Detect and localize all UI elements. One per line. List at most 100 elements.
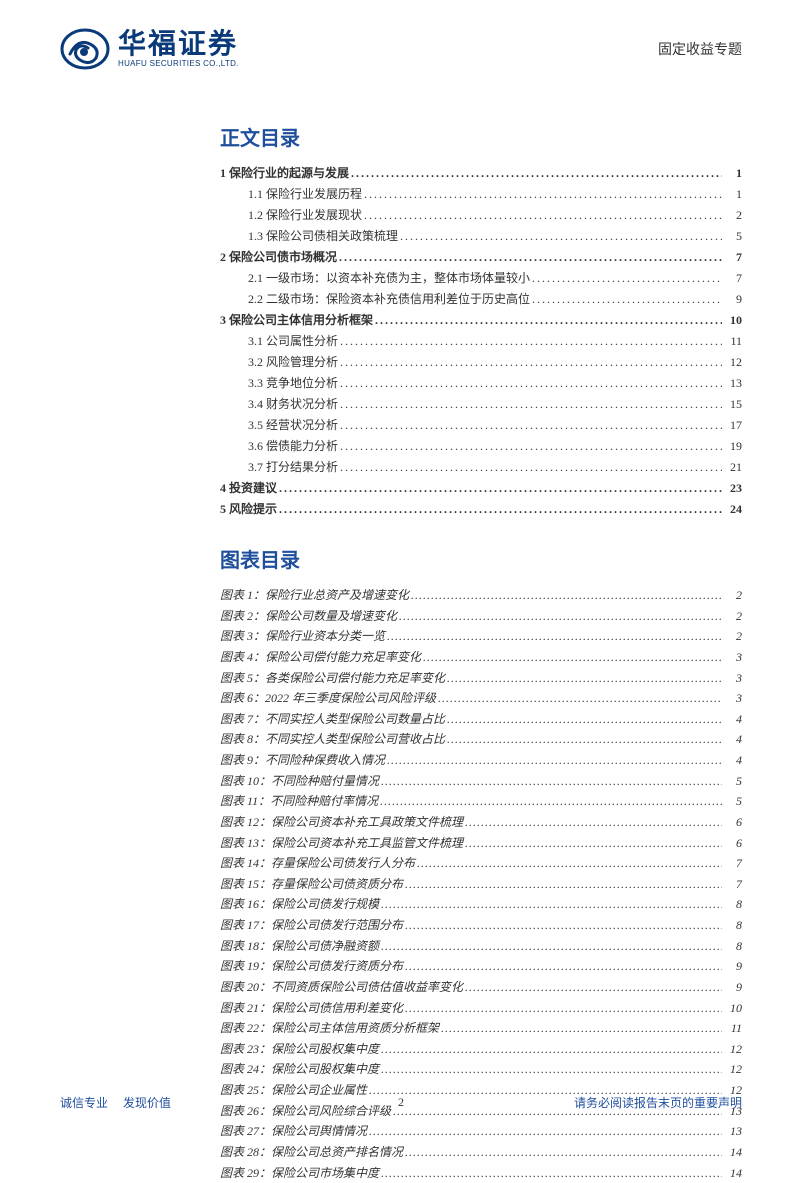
figure-row: 图表 9：不同险种保费收入情况 4 (220, 750, 742, 771)
toc-page: 5 (724, 226, 742, 247)
figure-page: 12 (724, 1059, 742, 1080)
toc-row: 3.3 竞争地位分析13 (220, 373, 742, 394)
figure-label: 图表 22：保险公司主体信用资质分析框架 (220, 1018, 439, 1039)
figure-page: 4 (724, 729, 742, 750)
figure-leader-dots (411, 585, 722, 606)
page-footer: 诚信专业 发现价值 2 请务必阅读报告末页的重要声明 (0, 1094, 802, 1111)
page-header: 华福证券 HUAFU SECURITIES CO.,LTD. 固定收益专题 (0, 0, 802, 82)
toc-label: 4 投资建议 (220, 478, 277, 499)
figure-label: 图表 9：不同险种保费收入情况 (220, 750, 385, 771)
figure-row: 图表 29：保险公司市场集中度 14 (220, 1163, 742, 1183)
toc-leader-dots (279, 499, 722, 520)
figure-label: 图表 21：保险公司债信用利差变化 (220, 998, 403, 1019)
figure-row: 图表 22：保险公司主体信用资质分析框架 11 (220, 1018, 742, 1039)
figure-label: 图表 29：保险公司市场集中度 (220, 1163, 379, 1183)
figure-page: 13 (724, 1121, 742, 1142)
toc-leader-dots (340, 457, 722, 478)
figure-label: 图表 19：保险公司债发行资质分布 (220, 956, 403, 977)
figure-leader-dots (405, 1142, 722, 1163)
figure-label: 图表 12：保险公司资本补充工具政策文件梳理 (220, 812, 463, 833)
figure-label: 图表 11：不同险种赔付率情况 (220, 791, 378, 812)
toc-row: 1.1 保险行业发展历程 1 (220, 184, 742, 205)
figure-row: 图表 23：保险公司股权集中度 12 (220, 1039, 742, 1060)
figure-leader-dots (381, 771, 722, 792)
figure-leader-dots (405, 874, 722, 895)
figure-row: 图表 11：不同险种赔付率情况5 (220, 791, 742, 812)
toc-leader-dots (340, 394, 722, 415)
toc-label: 3.5 经营状况分析 (248, 415, 338, 436)
toc-page: 19 (724, 436, 742, 457)
figure-leader-dots (387, 626, 722, 647)
figure-label: 图表 10：不同险种赔付量情况 (220, 771, 379, 792)
toc-label: 1.2 保险行业发展现状 (248, 205, 362, 226)
figure-page: 7 (724, 874, 742, 895)
figure-label: 图表 24：保险公司股权集中度 (220, 1059, 379, 1080)
toc-label: 1.1 保险行业发展历程 (248, 184, 362, 205)
figure-page: 10 (724, 998, 742, 1019)
figure-page: 11 (724, 1018, 742, 1039)
figure-page: 2 (724, 606, 742, 627)
figure-page: 12 (724, 1039, 742, 1060)
figure-row: 图表 6：2022 年三季度保险公司风险评级 3 (220, 688, 742, 709)
figure-label: 图表 15：存量保险公司债资质分布 (220, 874, 403, 895)
figure-leader-dots (381, 894, 722, 915)
toc-row: 2 保险公司债市场概况7 (220, 247, 742, 268)
footer-motto-b: 发现价值 (123, 1096, 171, 1110)
figure-leader-dots (381, 936, 722, 957)
figure-row: 图表 18：保险公司债净融资额8 (220, 936, 742, 957)
figure-label: 图表 6：2022 年三季度保险公司风险评级 (220, 688, 436, 709)
figure-label: 图表 16：保险公司债发行规模 (220, 894, 379, 915)
toc-row: 3.2 风险管理分析12 (220, 352, 742, 373)
toc-row: 3.7 打分结果分析21 (220, 457, 742, 478)
toc-page: 1 (724, 184, 742, 205)
toc-page: 24 (724, 499, 742, 520)
figure-label: 图表 20：不同资质保险公司债估值收益率变化 (220, 977, 463, 998)
figure-label: 图表 23：保险公司股权集中度 (220, 1039, 379, 1060)
figure-label: 图表 13：保险公司资本补充工具监管文件梳理 (220, 833, 463, 854)
toc-page: 1 (724, 163, 742, 184)
toc-label: 3.3 竞争地位分析 (248, 373, 338, 394)
figure-row: 图表 20：不同资质保险公司债估值收益率变化 9 (220, 977, 742, 998)
toc-leader-dots (340, 331, 722, 352)
toc-label: 3 保险公司主体信用分析框架 (220, 310, 373, 331)
figure-row: 图表 2：保险公司数量及增速变化 2 (220, 606, 742, 627)
figure-leader-dots (417, 853, 722, 874)
figure-page: 3 (724, 668, 742, 689)
figure-row: 图表 7：不同实控人类型保险公司数量占比4 (220, 709, 742, 730)
figure-label: 图表 2：保险公司数量及增速变化 (220, 606, 397, 627)
logo-cn: 华福证券 (118, 30, 239, 58)
toc-label: 3.1 公司属性分析 (248, 331, 338, 352)
figure-leader-dots (465, 977, 722, 998)
figure-page: 9 (724, 977, 742, 998)
figure-row: 图表 15：存量保险公司债资质分布 7 (220, 874, 742, 895)
figure-page: 3 (724, 688, 742, 709)
figures-title: 图表目录 (220, 544, 742, 573)
figure-page: 4 (724, 709, 742, 730)
figure-leader-dots (381, 1163, 722, 1183)
toc-page: 2 (724, 205, 742, 226)
toc-row: 2.2 二级市场：保险资本补充债信用利差位于历史高位9 (220, 289, 742, 310)
page-root: 华福证券 HUAFU SECURITIES CO.,LTD. 固定收益专题 正文… (0, 0, 802, 1133)
toc-label: 3.4 财务状况分析 (248, 394, 338, 415)
toc-page: 23 (724, 478, 742, 499)
toc-leader-dots (339, 247, 722, 268)
figure-leader-dots (441, 1018, 722, 1039)
toc-row: 2.1 一级市场：以资本补充债为主，整体市场体量较小7 (220, 268, 742, 289)
figure-label: 图表 1：保险行业总资产及增速变化 (220, 585, 409, 606)
figure-leader-dots (423, 647, 722, 668)
toc-label: 3.7 打分结果分析 (248, 457, 338, 478)
toc-label: 5 风险提示 (220, 499, 277, 520)
figure-page: 7 (724, 853, 742, 874)
figure-page: 4 (724, 750, 742, 771)
toc-page: 10 (724, 310, 742, 331)
toc-leader-dots (340, 436, 722, 457)
toc-row: 1.2 保险行业发展现状 2 (220, 205, 742, 226)
logo-en: HUAFU SECURITIES CO.,LTD. (118, 60, 239, 68)
toc-leader-dots (351, 163, 722, 184)
footer-motto-a: 诚信专业 (60, 1096, 108, 1110)
footer-left: 诚信专业 发现价值 (60, 1094, 171, 1111)
figure-page: 14 (724, 1163, 742, 1183)
figure-row: 图表 10：不同险种赔付量情况5 (220, 771, 742, 792)
figure-leader-dots (405, 998, 722, 1019)
toc-row: 5 风险提示 24 (220, 499, 742, 520)
